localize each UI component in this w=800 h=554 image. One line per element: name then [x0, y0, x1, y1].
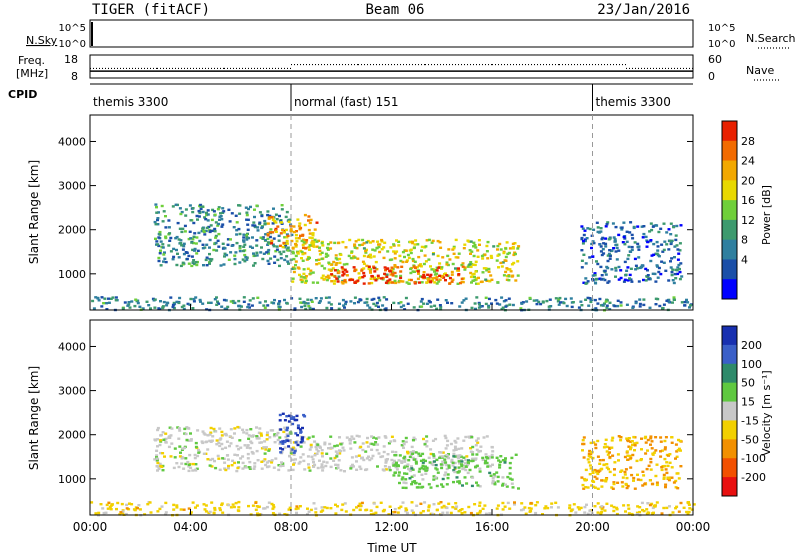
echo-region: [580, 435, 683, 490]
nsky-tick-top-left: 10^5: [59, 23, 86, 34]
colorbar-swatch: [722, 259, 737, 280]
nsky-tick-bottom-left: 10^0: [59, 39, 86, 50]
y-tick-label: 4000: [58, 340, 86, 353]
colorbar-swatch: [722, 477, 737, 497]
x-axis-label: Time UT: [366, 541, 417, 554]
freq-label: Freq.: [18, 54, 45, 67]
power-colorbar: 28 24 20 16 12 8 4: [721, 120, 755, 300]
nave-label: Nave: [746, 64, 774, 77]
y-tick-label: 2000: [58, 224, 86, 237]
nsky-tick-top-right: 10^5: [708, 23, 735, 34]
y-tick-label: 4000: [58, 135, 86, 148]
echo-region: [291, 238, 521, 285]
colorbar-tick-label: 28: [741, 135, 755, 148]
echo-region: [580, 221, 684, 285]
colorbar-tick-label: 12: [741, 214, 755, 227]
colorbar-swatch: [722, 439, 737, 459]
colorbar-tick-label: 20: [741, 174, 755, 187]
power-panel: 1000 2000 3000 4000 Slant Range [km]: [27, 114, 694, 312]
echo-region: [278, 412, 307, 454]
colorbar-swatch: [722, 363, 737, 384]
x-tick-label: 00:00: [73, 520, 108, 534]
power-colorbar-label: Power [dB]: [760, 185, 773, 245]
colorbar-tick-label: 100: [741, 358, 762, 371]
x-tick-label: 20:00: [575, 520, 610, 534]
nsky-panel: N.Sky 10^5 10^0 10^5 10^0 N.Search: [26, 19, 796, 50]
colorbar-swatch: [722, 200, 737, 221]
nave-tick-top-right: 60: [708, 53, 722, 66]
colorbar-swatch: [722, 344, 737, 365]
power-ylabel: Slant Range [km]: [27, 160, 41, 264]
colorbar-tick-label: -50: [741, 433, 759, 446]
velocity-colorbar: 200 100 50 15 -15 -50 -100 -200: [721, 325, 766, 497]
colorbar-swatch: [722, 458, 737, 478]
cpid-label: CPID: [8, 88, 37, 101]
radar-title: TIGER (fitACF): [92, 2, 210, 18]
colorbar-swatch: [722, 239, 737, 260]
colorbar-tick-label: 8: [741, 234, 748, 247]
date-title: 23/Jan/2016: [597, 2, 690, 18]
echo-region: [153, 203, 294, 268]
x-tick-label: 12:00: [374, 520, 409, 534]
x-tick-label: 08:00: [274, 520, 309, 534]
colorbar-tick-label: 4: [741, 253, 748, 266]
freq-tick-bottom-left: 8: [71, 70, 78, 83]
colorbar-tick-label: -200: [741, 471, 766, 484]
echo-region: [329, 265, 465, 285]
colorbar-swatch: [722, 219, 737, 241]
colorbar-tick-label: -15: [741, 414, 759, 427]
echo-region: [266, 213, 319, 250]
y-tick-label: 1000: [58, 473, 86, 486]
velocity-panel: 1000 2000 3000 4000 00:00 04:00 08:00 12:00 16:0…: [27, 319, 711, 554]
colorbar-swatch: [722, 140, 737, 162]
colorbar-swatch: [722, 160, 737, 181]
x-tick-label: 16:00: [475, 520, 510, 534]
cpid-segment-label: themis 3300: [93, 95, 168, 109]
colorbar-swatch: [722, 279, 737, 300]
velocity-ylabel: Slant Range [km]: [27, 366, 41, 470]
x-tick-label: 04:00: [173, 520, 208, 534]
colorbar-swatch: [722, 382, 737, 403]
y-tick-label: 2000: [58, 429, 86, 442]
echo-region: [392, 452, 520, 490]
freq-panel: Freq. [MHz] 18 8 60 0 Nave: [16, 53, 780, 83]
nsky-label: N.Sky: [26, 34, 58, 47]
echo-region: [153, 425, 294, 473]
beam-title: Beam 06: [365, 2, 424, 18]
colorbar-swatch: [722, 326, 737, 346]
freq-tick-top-left: 18: [64, 53, 78, 66]
cpid-panel: CPID themis 3300 normal (fast) 151 themis …: [8, 83, 693, 111]
colorbar-tick-label: -100: [741, 452, 766, 465]
nsky-tick-bottom-right: 10^0: [708, 39, 735, 50]
cpid-segment-label: normal (fast) 151: [294, 95, 398, 109]
echo-region: [91, 296, 693, 312]
y-tick-label: 3000: [58, 180, 86, 193]
x-tick-label: 00:00: [676, 520, 711, 534]
echo-region: [90, 500, 696, 517]
nave-tick-bottom-right: 0: [708, 70, 715, 83]
cpid-segment-label: themis 3300: [596, 95, 671, 109]
colorbar-swatch: [722, 401, 737, 421]
colorbar-swatch: [722, 180, 737, 201]
velocity-colorbar-label: Velocity [m s⁻¹]: [760, 370, 773, 455]
colorbar-tick-label: 50: [741, 377, 755, 390]
nsearch-label: N.Search: [746, 32, 796, 45]
freq-unit: [MHz]: [16, 67, 48, 80]
colorbar-tick-label: 16: [741, 194, 755, 207]
colorbar-tick-label: 200: [741, 339, 762, 352]
colorbar-swatch: [722, 420, 737, 440]
colorbar-tick-label: 15: [741, 396, 755, 409]
colorbar-tick-label: 24: [741, 155, 755, 168]
colorbar-swatch: [722, 121, 737, 142]
y-tick-label: 1000: [58, 268, 86, 281]
y-tick-label: 3000: [58, 385, 86, 398]
